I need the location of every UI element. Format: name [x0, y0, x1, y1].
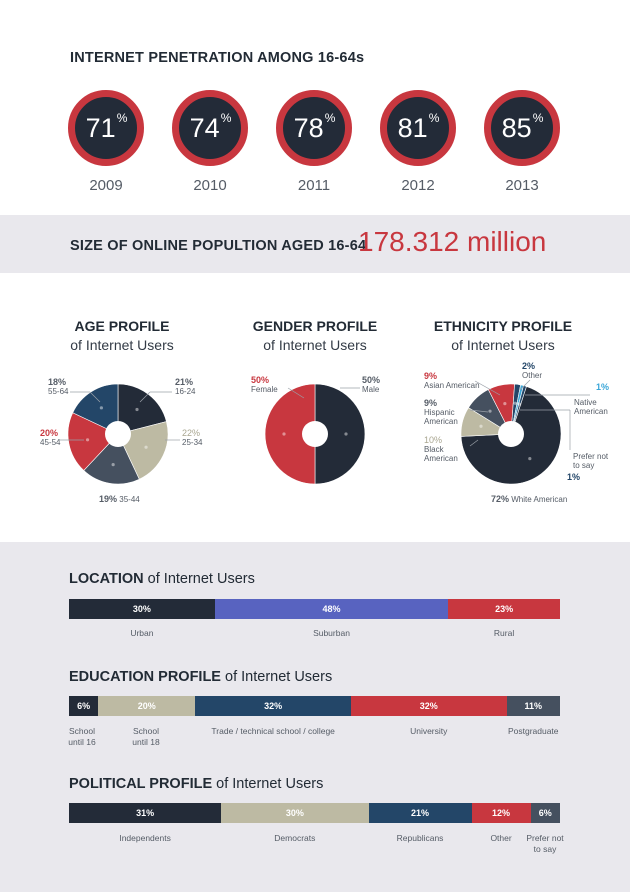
location-title: LOCATION of Internet Users [69, 571, 255, 587]
age-label-16-24: 21% 16-24 [175, 377, 196, 397]
location-bar: 30% 48% 23% [69, 599, 560, 619]
ethnicity-pie-dot-1 [479, 424, 483, 428]
ethnicity-sub: of Internet Users [451, 337, 555, 353]
age-pie-dot-4 [99, 406, 103, 410]
gender-label-female: 50% Female [251, 375, 278, 395]
penetration-year-2009: 2009 [89, 177, 123, 194]
political-title: POLITICAL PROFILE of Internet Users [69, 776, 324, 792]
political-label-3: Other [490, 833, 512, 843]
education-label-4: Postgraduate [507, 726, 559, 736]
ethnicity-pie-hole [498, 421, 524, 447]
age-pie-dot-2 [111, 463, 115, 467]
location-segment-2: 23% [448, 599, 560, 619]
political-segment-4: 6% [530, 803, 560, 823]
eth-leader-0 [474, 380, 501, 396]
education-segment-3: 32% [350, 696, 507, 716]
penetration-year-2011: 2011 [297, 177, 331, 194]
gender-sub: of Internet Users [263, 337, 367, 353]
age-label-25-34: 22% 25-34 [182, 428, 203, 448]
political-segment-2: 21% [368, 803, 472, 823]
online-label: SIZE OF ONLINE POPULTION AGED 16-64 [70, 238, 367, 254]
age-leader-1 [89, 391, 101, 403]
location-label-1: Suburban [313, 628, 350, 638]
penetration-circle-2013: 85% [484, 90, 560, 166]
education-label-2: Trade / technical school / college [211, 726, 335, 736]
gender-leader-0 [287, 387, 305, 399]
political-label-1: Democrats [274, 833, 316, 843]
age-sub: of Internet Users [70, 337, 174, 353]
online-band [0, 215, 630, 273]
gender-pie-dot-0 [344, 432, 348, 436]
political-label-4: Prefer not to say [526, 833, 564, 854]
penetration-circle-2010: 74% [172, 90, 248, 166]
location-label-2: Rural [493, 628, 515, 638]
age-label-35-44: 19% 35-44 [99, 494, 140, 505]
age-pie-dot-1 [144, 445, 148, 449]
gender-label-male: 50% Male [362, 375, 381, 395]
eth-label-prefer: Prefer not to say [573, 452, 609, 470]
education-label-0: School until 16 [68, 726, 96, 747]
location-segment-0: 30% [69, 599, 215, 619]
ethnicity-pie-dot-2 [488, 409, 492, 413]
eth-label-prefer-pct: 1% [567, 472, 581, 482]
ethnicity-title: ETHNICITY PROFILE [433, 318, 573, 334]
penetration-title: INTERNET PENETRATION AMONG 16-64s [70, 50, 365, 66]
age-label-55-64: 18% 55-64 [48, 377, 69, 397]
penetration-circle-2011: 78% [276, 90, 352, 166]
political-bar: 31% 30% 21% 12% 6% [69, 803, 560, 823]
eth-leader-5 [469, 409, 489, 413]
education-label-3: University [410, 726, 448, 736]
eth-leader-1 [519, 379, 531, 391]
age-pie-dot-0 [135, 407, 139, 412]
age-pie-slice-0 [117, 383, 167, 435]
gender-pie-slice-1 [264, 383, 316, 485]
gender-title: GENDER PROFILE [252, 318, 378, 334]
age-pie-slice-3 [67, 412, 119, 471]
political-segment-0: 31% [69, 803, 222, 823]
education-segment-1: 20% [98, 696, 196, 716]
ethnicity-pie-dot-0 [528, 457, 532, 461]
eth-label-native-pct: 1% [596, 382, 610, 392]
age-pie-slice-2 [83, 433, 140, 485]
age-leader-3 [139, 391, 151, 403]
age-title: AGE PROFILE [74, 318, 170, 334]
penetration-year-2013: 2013 [505, 177, 539, 194]
location-label-0: Urban [130, 628, 154, 638]
location-segment-1: 48% [214, 599, 449, 619]
age-label-45-54: 20% 45-54 [40, 428, 61, 448]
eth-label-native: Native American [574, 398, 608, 416]
eth-label-white: 72% White American [491, 494, 568, 505]
penetration-year-2010: 2010 [193, 177, 227, 194]
ethnicity-pie-dot-3 [503, 402, 507, 406]
education-segment-4: 11% [506, 696, 560, 716]
political-segment-3: 12% [471, 803, 531, 823]
eth-leader-6 [469, 439, 479, 447]
age-pie-hole [105, 421, 131, 447]
eth-label-asian: 9% Asian American [424, 371, 480, 391]
penetration-circle-2009: 71% [68, 90, 144, 166]
education-title: EDUCATION PROFILE of Internet Users [69, 669, 333, 685]
penetration-circle-2012: 81% [380, 90, 456, 166]
political-label-2: Republicans [396, 833, 444, 843]
gender-pie-dot-1 [282, 432, 286, 436]
penetration-year-2012: 2012 [401, 177, 435, 194]
ethnicity-pie-dot-4 [513, 401, 517, 405]
education-bar: 6% 20% 32% 32% 11% [69, 696, 560, 716]
eth-label-black: 10% Black American [424, 435, 458, 464]
pie-charts [60, 379, 590, 485]
education-segment-0: 6% [69, 696, 99, 716]
age-pie-dot-3 [85, 438, 90, 442]
ethnicity-pie-dot-6 [518, 402, 522, 406]
political-label-0: Independents [119, 833, 171, 843]
age-pie-slice-4 [72, 383, 119, 435]
online-value: 178.312 million [358, 226, 547, 257]
political-segment-1: 30% [221, 803, 369, 823]
education-label-1: School until 18 [132, 726, 160, 747]
gender-pie-slice-0 [314, 383, 366, 485]
gender-pie-hole [302, 421, 328, 447]
education-segment-2: 32% [195, 696, 351, 716]
eth-label-hispanic: 9% Hispanic American [424, 398, 458, 427]
eth-label-other: 2% Other [522, 361, 543, 381]
